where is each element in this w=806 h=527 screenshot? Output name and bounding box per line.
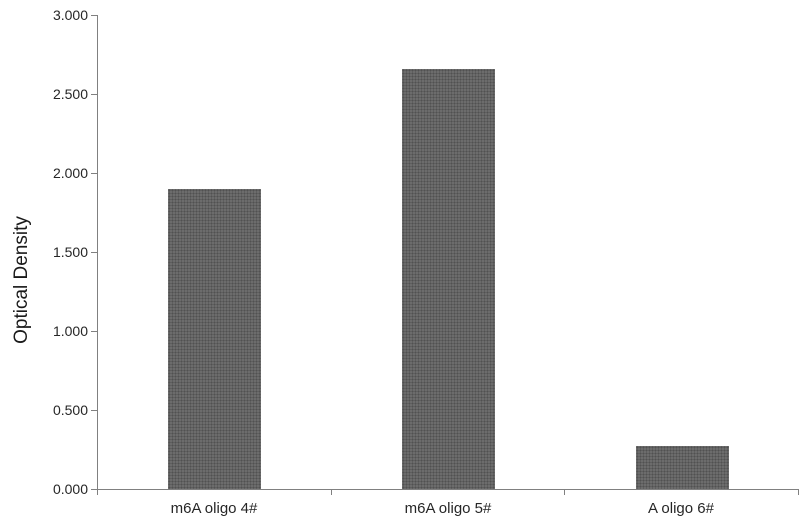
x-tick-mark bbox=[97, 490, 98, 495]
y-tick-mark bbox=[91, 94, 97, 95]
x-category-label: m6A oligo 5# bbox=[404, 500, 492, 517]
y-tick-label: 1.500 bbox=[52, 244, 88, 260]
x-tick-mark bbox=[331, 490, 332, 495]
x-tick-mark bbox=[798, 490, 799, 495]
y-tick-mark bbox=[91, 252, 97, 253]
bar-m6a-oligo-4- bbox=[168, 189, 261, 489]
y-tick-label: 2.500 bbox=[52, 86, 88, 102]
bar-a-oligo-6- bbox=[636, 446, 729, 489]
x-category-label: A oligo 6# bbox=[648, 500, 714, 517]
bar-m6a-oligo-5- bbox=[402, 69, 495, 489]
plot-area bbox=[97, 15, 799, 490]
x-category-label: m6A oligo 4# bbox=[170, 500, 258, 517]
y-tick-mark bbox=[91, 489, 97, 490]
y-tick-label: 0.500 bbox=[52, 402, 88, 418]
y-tick-mark bbox=[91, 410, 97, 411]
y-tick-label: 0.000 bbox=[52, 481, 88, 497]
y-tick-mark bbox=[91, 15, 97, 16]
x-tick-mark bbox=[564, 490, 565, 495]
y-tick-mark bbox=[91, 331, 97, 332]
y-tick-mark bbox=[91, 173, 97, 174]
y-tick-label: 1.000 bbox=[52, 323, 88, 339]
y-tick-label: 2.000 bbox=[52, 165, 88, 181]
y-tick-label: 3.000 bbox=[52, 7, 88, 23]
